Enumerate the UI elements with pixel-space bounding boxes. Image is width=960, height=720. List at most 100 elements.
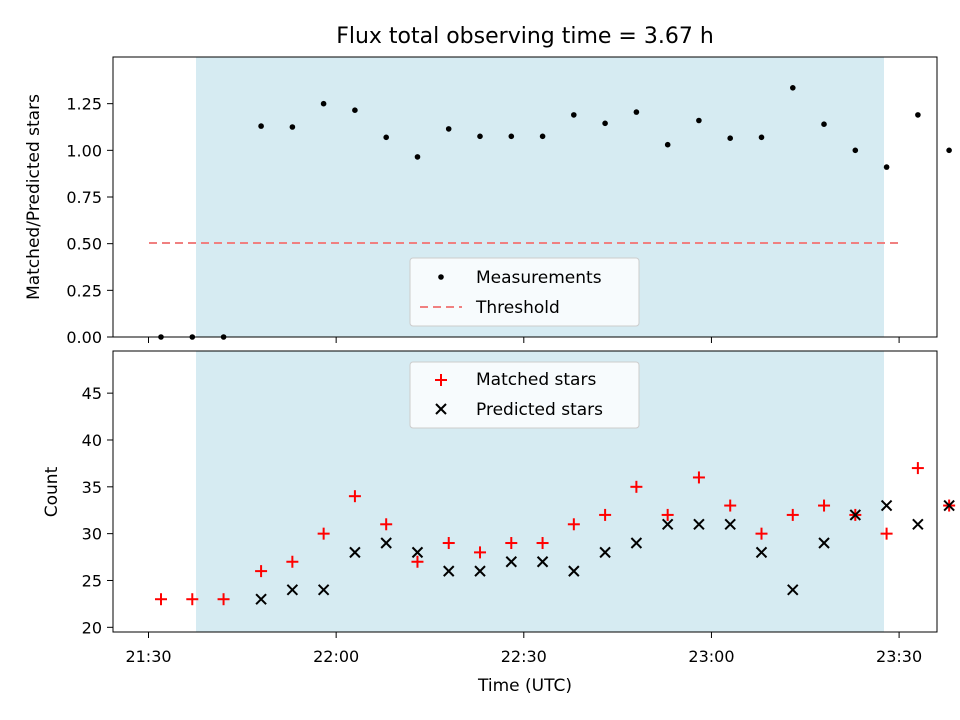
predicted-point-11 (599, 546, 611, 559)
xtick-label-3: 23:00 (688, 647, 734, 666)
ratio-y-ticks: 0.00 0.25 0.50 0.75 1.00 1.25 (66, 95, 113, 347)
ratio-ytick-label-4: 1.00 (66, 141, 102, 160)
legend-matched-marker (435, 374, 447, 386)
xtick-label-0: 21:30 (125, 647, 171, 666)
measurement-point-21 (821, 121, 827, 127)
legend-measurements-marker (438, 274, 444, 280)
measurement-point-11 (508, 133, 515, 140)
matched-point-13 (567, 518, 580, 531)
matched-point-7 (380, 518, 393, 531)
predicted-point-0 (255, 593, 267, 605)
count-ytick-label-4: 40 (82, 431, 102, 450)
count-legend-box (409, 361, 640, 429)
xtick-label-1: 22:00 (313, 647, 359, 666)
measurement-point-24 (915, 112, 921, 118)
measurement-point-20 (790, 85, 796, 91)
matched-point-10 (474, 546, 487, 559)
measurement-point-8 (414, 154, 421, 160)
count-ytick-label-5: 45 (82, 384, 102, 403)
count-ytick-label-3: 35 (82, 478, 102, 497)
predicted-point-12 (630, 537, 643, 549)
legend-matched-label: Matched stars (476, 370, 596, 390)
measurement-point-13 (571, 112, 577, 118)
measurement-point-14 (602, 120, 608, 127)
legend-threshold-label: Threshold (475, 298, 560, 318)
predicted-point-22 (943, 499, 955, 512)
legend-predicted-label: Predicted stars (476, 400, 603, 420)
predicted-point-20 (880, 499, 893, 512)
predicted-star-points (255, 499, 955, 605)
matched-point-0 (155, 593, 168, 606)
predicted-point-16 (755, 546, 768, 559)
legend-measurements-label: Measurements (476, 268, 602, 288)
matched-point-24 (911, 462, 924, 475)
chart-title: Flux total observing time = 3.67 h (336, 24, 714, 49)
count-plot-frame (112, 350, 938, 633)
count-y-ticks: 20 25 30 35 40 45 (82, 384, 113, 637)
predicted-point-5 (411, 546, 424, 559)
ratio-x-ticks (148, 337, 900, 343)
measurement-point-6 (352, 107, 358, 113)
matched-point-1 (186, 593, 199, 606)
ratio-ytick-label-1: 0.25 (66, 281, 102, 300)
predicted-point-14 (693, 518, 705, 530)
matched-point-2 (217, 593, 230, 606)
predicted-point-17 (787, 584, 799, 596)
measurement-point-22 (852, 147, 859, 154)
measurement-point-18 (727, 135, 733, 141)
matched-point-18 (724, 499, 737, 512)
x-axis-label: Time (UTC) (477, 676, 572, 696)
measurement-point-3 (258, 123, 264, 129)
predicted-point-10 (568, 565, 580, 577)
matched-point-3 (255, 565, 268, 578)
legend-predicted-marker (435, 403, 447, 415)
measurement-point-4 (289, 124, 296, 130)
predicted-point-9 (536, 556, 549, 568)
ratio-y-axis-label: Matched/Predicted stars (24, 94, 44, 300)
predicted-point-6 (443, 565, 455, 577)
predicted-point-19 (849, 509, 862, 521)
ratio-ytick-label-0: 0.00 (66, 328, 102, 347)
predicted-point-15 (724, 518, 736, 530)
ratio-ytick-label-5: 1.25 (66, 95, 102, 114)
matched-point-9 (442, 537, 455, 550)
matched-point-5 (317, 527, 330, 540)
predicted-point-2 (317, 584, 330, 596)
matched-point-16 (661, 508, 674, 521)
predicted-point-7 (474, 565, 486, 577)
count-x-ticks: 21:3022:0022:3023:0023:3000:0000:3001:00… (125, 632, 922, 666)
predicted-point-3 (349, 546, 361, 559)
matched-point-6 (348, 490, 361, 503)
measurement-point-5 (320, 100, 327, 107)
matched-point-8 (411, 555, 424, 568)
matched-point-23 (880, 527, 893, 540)
measurement-point-10 (477, 133, 483, 140)
matched-point-15 (630, 480, 643, 493)
predicted-point-1 (286, 584, 299, 596)
matched-point-19 (755, 527, 768, 540)
ratio-panel: 0.00 0.25 0.50 0.75 1.00 1.25 Flux total obse… (24, 24, 952, 347)
count-ytick-label-0: 20 (82, 618, 102, 637)
measurement-point-7 (383, 134, 390, 141)
matched-point-21 (818, 499, 831, 512)
ratio-ytick-label-3: 0.75 (66, 188, 102, 207)
count-ytick-label-2: 30 (82, 525, 102, 544)
xtick-label-2: 22:30 (501, 647, 547, 666)
matched-point-14 (599, 508, 612, 521)
count-legend: Matched stars Predicted stars (409, 361, 640, 429)
measurement-point-17 (696, 117, 702, 124)
predicted-point-8 (505, 556, 517, 568)
xtick-label-4: 23:30 (876, 647, 922, 666)
measurement-point-15 (633, 109, 640, 115)
measurement-point-16 (664, 141, 671, 148)
ratio-ytick-label-2: 0.50 (66, 235, 102, 254)
matched-point-12 (536, 537, 549, 550)
measurement-point-23 (883, 164, 890, 170)
matched-point-17 (692, 471, 705, 484)
measurement-point-12 (539, 133, 546, 140)
measurement-point-19 (758, 134, 765, 141)
matched-point-4 (286, 555, 299, 568)
measurement-point-9 (445, 126, 452, 132)
